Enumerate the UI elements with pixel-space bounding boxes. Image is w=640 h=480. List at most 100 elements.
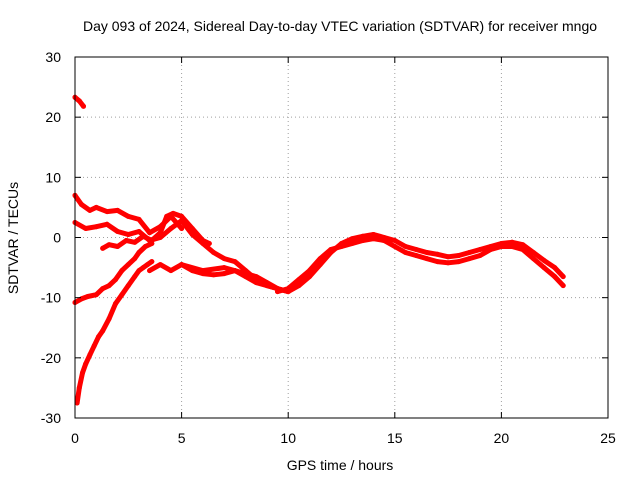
data-point (349, 241, 355, 246)
data-point (78, 296, 84, 302)
x-tick-label: 0 (71, 430, 79, 446)
data-point (132, 256, 138, 262)
data-point (371, 232, 376, 237)
data-point (307, 268, 312, 274)
data-point (83, 361, 89, 367)
axis-ticks (74, 56, 609, 419)
data-point (125, 213, 131, 219)
data-point (76, 385, 82, 391)
data-point (106, 242, 112, 248)
data-point (200, 268, 206, 274)
data-point (434, 259, 440, 265)
data-point (119, 268, 125, 274)
data-point (106, 283, 112, 289)
data-point (243, 271, 249, 277)
data-point (179, 262, 185, 268)
data-point (232, 259, 238, 265)
data-point (145, 262, 150, 268)
y-tick-label: -30 (41, 410, 61, 426)
data-point (413, 247, 419, 252)
data-point (221, 271, 227, 277)
data-point (100, 286, 106, 292)
data-point (445, 254, 451, 260)
data-point (147, 268, 153, 274)
y-tick-label: 0 (53, 230, 61, 246)
x-tick-label: 20 (494, 430, 510, 446)
data-point (264, 280, 270, 286)
data-point (115, 207, 121, 213)
data-point (91, 343, 97, 349)
data-point (179, 213, 185, 219)
data-point (132, 239, 138, 245)
data-point (232, 268, 238, 274)
data-point (488, 247, 494, 252)
data-point (85, 294, 91, 299)
data-point (221, 265, 227, 271)
data-point (96, 334, 101, 340)
y-tick-label: 10 (45, 169, 61, 185)
data-point (157, 262, 163, 268)
data-point (136, 229, 142, 234)
data-point (80, 370, 85, 376)
data-point (149, 259, 155, 265)
data-point (445, 260, 451, 266)
data-point (285, 286, 291, 292)
data-point (123, 238, 129, 243)
y-tick-label: -10 (41, 290, 61, 306)
data-point (552, 265, 558, 271)
data-series-layer (72, 94, 566, 406)
data-point (78, 201, 84, 207)
data-point (509, 239, 515, 245)
y-axis-label: SDTVAR / TECUs (5, 182, 21, 294)
data-point (392, 238, 398, 243)
data-point (81, 103, 86, 109)
data-point (100, 245, 106, 251)
data-point (456, 259, 462, 265)
data-point (520, 242, 526, 248)
data-point (168, 268, 174, 274)
data-point (560, 283, 566, 289)
data-point (164, 213, 170, 219)
data-point (125, 262, 131, 268)
data-point (339, 244, 344, 249)
data-point (113, 277, 118, 283)
data-point (132, 274, 138, 280)
data-point (498, 244, 504, 249)
data-point (157, 230, 163, 236)
data-point (296, 283, 302, 289)
data-point (104, 209, 110, 215)
data-point (371, 236, 376, 242)
y-tick-labels: -30 -20 -10 0 10 20 30 (41, 49, 61, 426)
data-point (168, 226, 174, 231)
data-point (87, 352, 93, 358)
x-tick-label: 10 (280, 430, 296, 446)
data-point (456, 253, 462, 258)
data-point (93, 204, 99, 210)
data-point (115, 229, 121, 234)
data-point (434, 251, 440, 257)
x-tick-labels: 0 5 10 15 20 25 (71, 430, 616, 446)
data-point (211, 272, 217, 278)
data-point (392, 244, 398, 249)
data-point (466, 256, 472, 262)
data-point (328, 247, 334, 252)
data-point (275, 289, 280, 295)
data-point (466, 250, 472, 255)
data-point (104, 221, 110, 227)
data-point (296, 277, 302, 283)
data-point (113, 301, 118, 307)
chart-title: Day 093 of 2024, Sidereal Day-to-day VTE… (83, 18, 597, 34)
data-point (140, 265, 146, 271)
data-point (552, 274, 558, 280)
data-point (530, 250, 536, 255)
data-point (477, 247, 483, 252)
data-point (83, 226, 89, 231)
data-point (136, 216, 142, 222)
y-tick-label: 20 (45, 109, 61, 125)
data-point (119, 292, 125, 298)
data-point (403, 250, 408, 255)
x-axis-label: GPS time / hours (287, 457, 394, 473)
data-point (477, 253, 483, 258)
data-point (530, 256, 536, 262)
data-point (317, 256, 323, 262)
